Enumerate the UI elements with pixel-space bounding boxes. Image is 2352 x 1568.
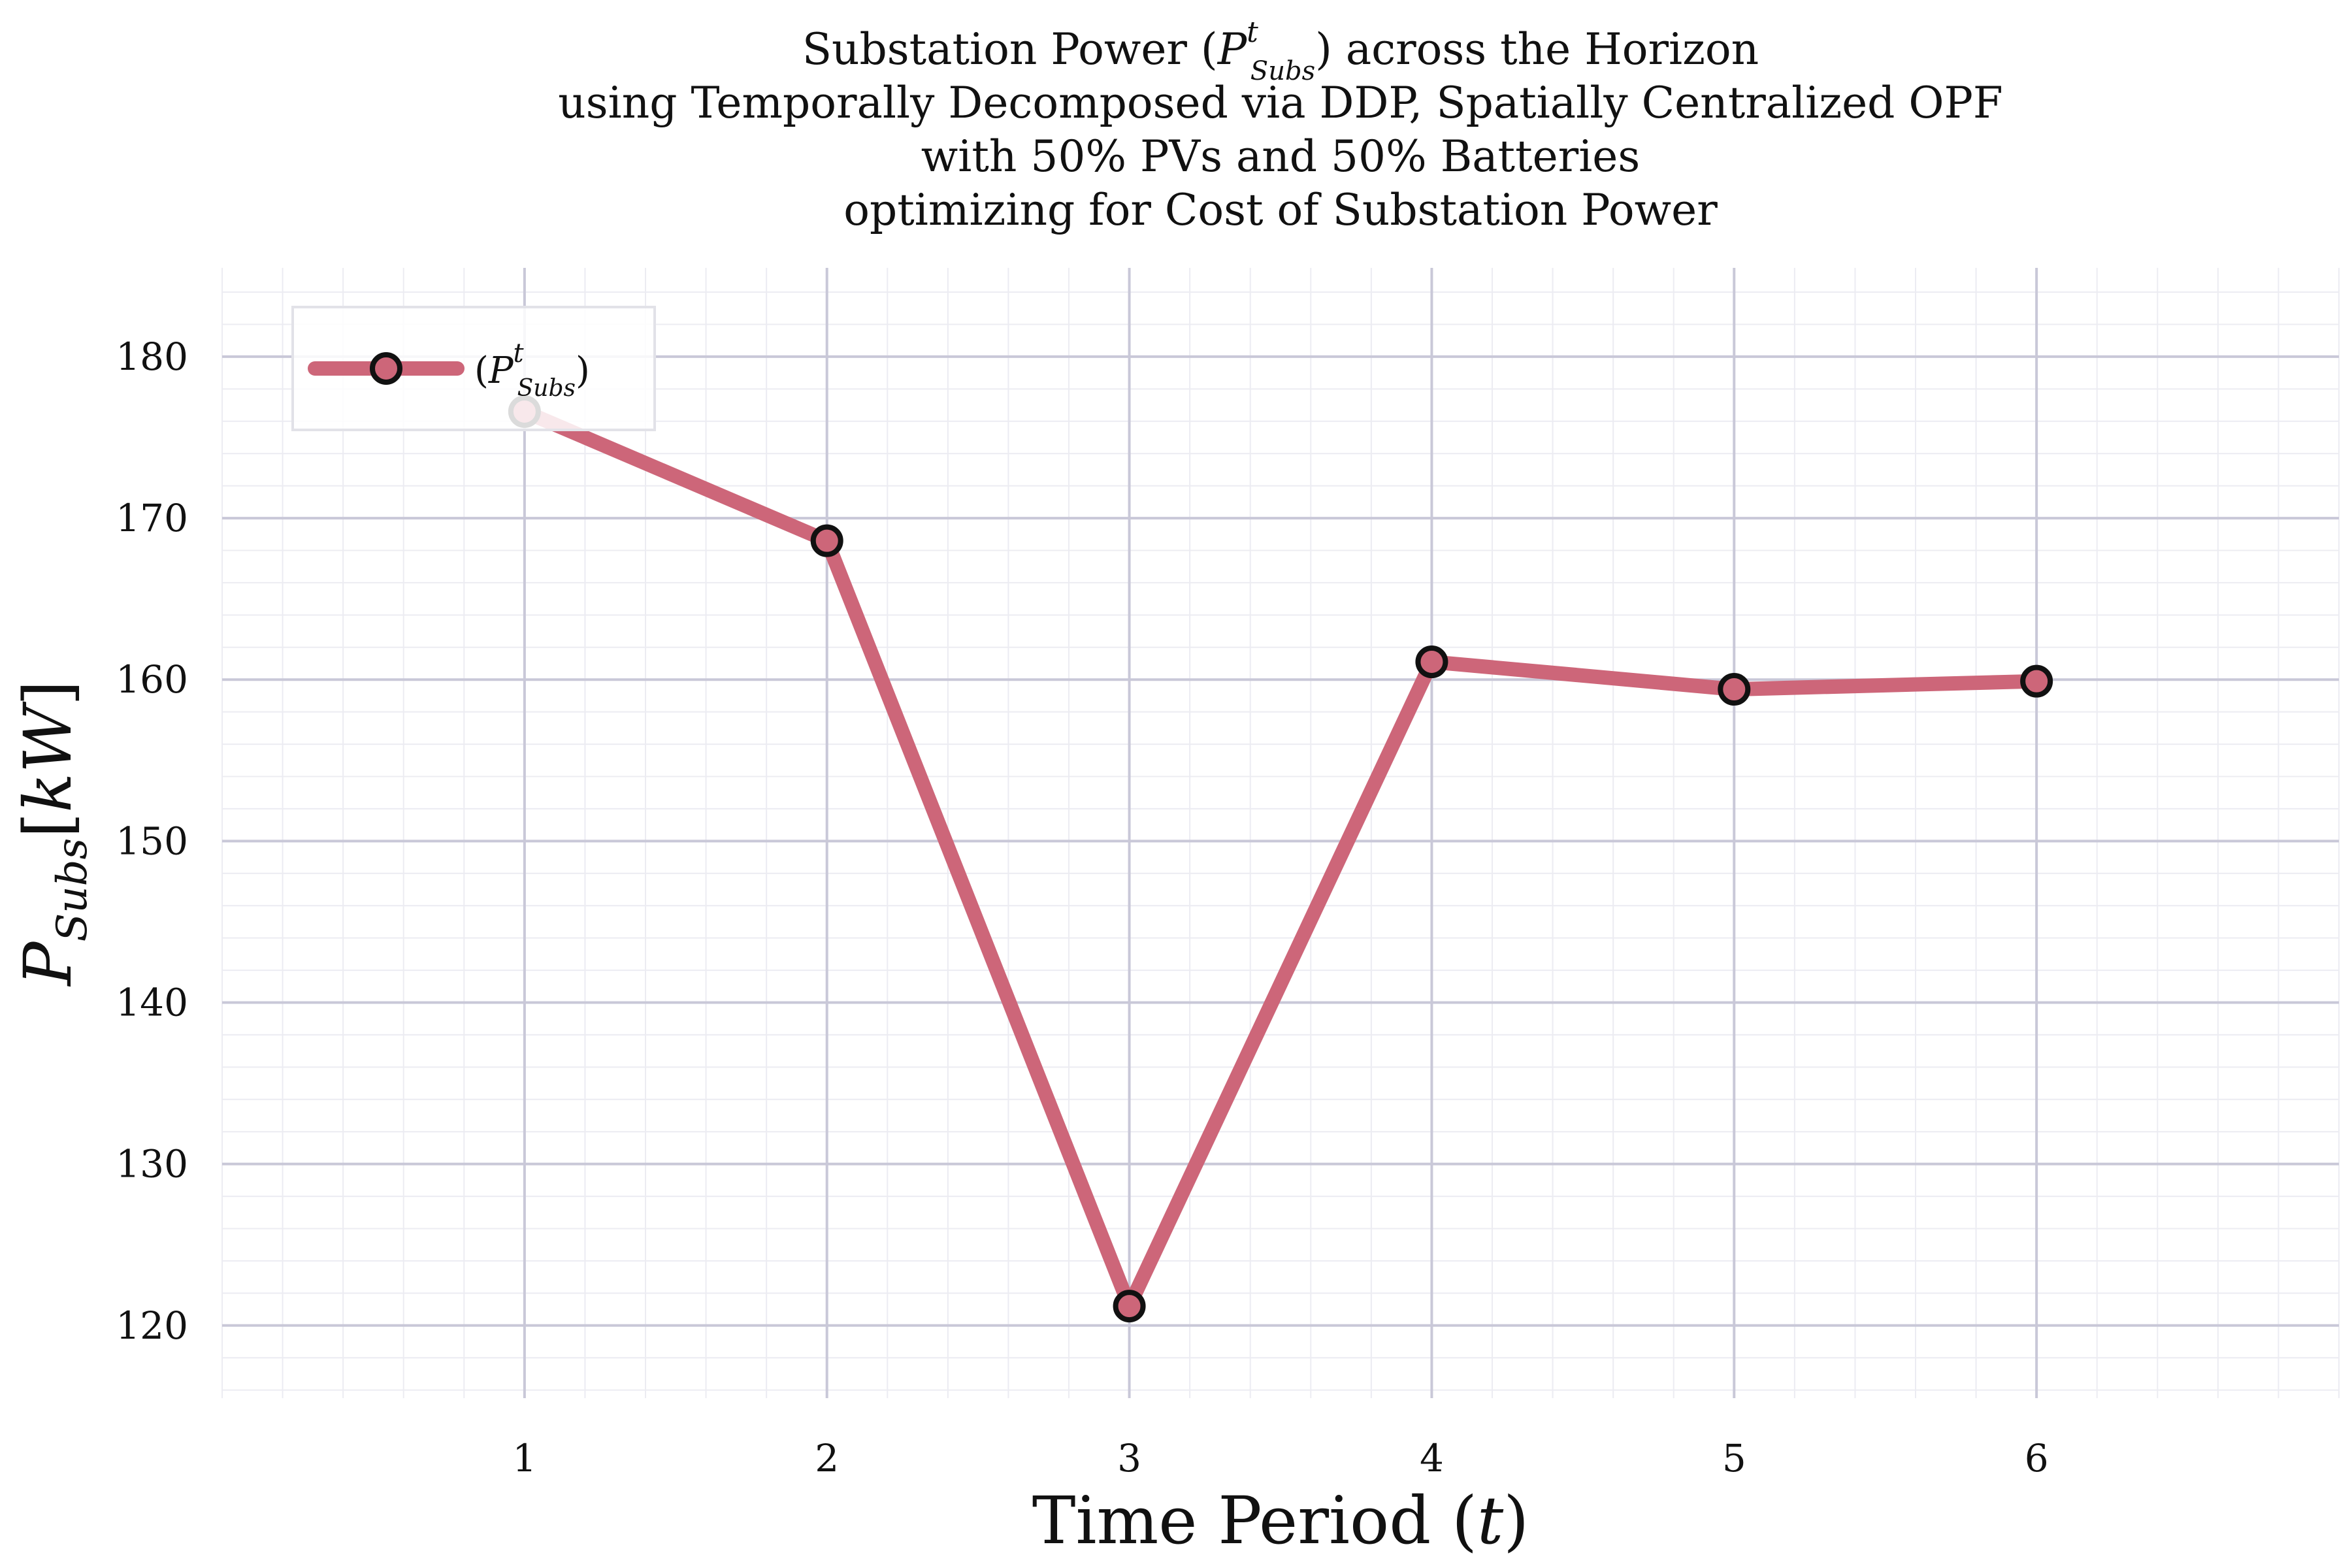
- title-line-1: Substation Power (Pt Subs) across the Hor…: [802, 16, 1759, 86]
- y-axis-label: PSubs[kW]: [10, 680, 97, 987]
- minor-grid: [221, 268, 2340, 1398]
- y-axis-label-text: PSubs[kW]: [10, 680, 97, 987]
- y-tick-label: 140: [116, 981, 188, 1025]
- title-line-4: optimizing for Cost of Substation Power: [843, 185, 1718, 235]
- y-tick-label: 150: [116, 819, 188, 863]
- x-tick-label: 5: [1722, 1436, 1746, 1480]
- series-line: [517, 404, 2044, 1314]
- y-tick-label: 130: [116, 1142, 188, 1186]
- x-tick-label: 6: [2025, 1436, 2049, 1480]
- y-tick-label: 180: [116, 335, 188, 379]
- chart-title: Substation Power (Pt Subs) across the Hor…: [558, 16, 2002, 235]
- x-tick-labels: 1 2 3 4 5 6: [512, 1436, 2048, 1480]
- legend-marker: [370, 352, 402, 385]
- y-tick-labels: 120 130 140 150 160 170 180: [116, 335, 188, 1348]
- data-point: [2020, 664, 2053, 698]
- data-point: [810, 524, 843, 557]
- y-tick-label: 160: [116, 657, 188, 702]
- x-tick-label: 1: [512, 1436, 536, 1480]
- legend: (Pt Subs): [291, 306, 656, 431]
- y-tick-label: 170: [116, 496, 188, 540]
- y-tick-label: 120: [116, 1303, 188, 1348]
- x-axis-label: Time Period (t): [1032, 1482, 1529, 1559]
- x-axis-label-text: Time Period (t): [1032, 1482, 1529, 1559]
- x-tick-label: 2: [815, 1436, 839, 1480]
- legend-label: (Pt Subs): [474, 338, 590, 402]
- x-tick-label: 3: [1117, 1436, 1141, 1480]
- series-layer: [508, 395, 2053, 1323]
- x-tick-label: 4: [1420, 1436, 1444, 1480]
- data-point: [1718, 673, 1751, 706]
- data-point: [1415, 645, 1448, 679]
- title-line-3: with 50% PVs and 50% Batteries: [921, 131, 1641, 182]
- data-point: [1113, 1290, 1146, 1323]
- title-line-2: using Temporally Decomposed via DDP, Spa…: [558, 78, 2002, 128]
